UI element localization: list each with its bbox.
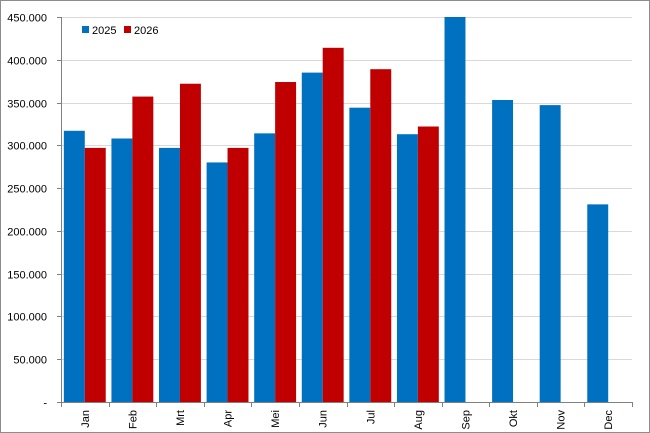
bar-2026-aug [417, 126, 439, 402]
bar-2025-sep [444, 17, 466, 402]
x-tick-label: Jun [318, 410, 330, 428]
bar-2025-nov [539, 105, 561, 403]
bar-2025-dec [587, 204, 609, 402]
bar-2025-mei [254, 133, 276, 403]
legend: 2025 2026 [82, 25, 158, 37]
bars [63, 17, 609, 403]
bar-2025-jun [301, 72, 323, 403]
y-tick-label: 300.000 [7, 141, 47, 153]
bar-2025-aug [396, 134, 418, 402]
y-tick-label: 350.000 [7, 99, 47, 111]
bar-2026-mei [275, 82, 297, 403]
x-tick-label: Feb [127, 410, 139, 429]
x-tick-label: Apr [223, 410, 235, 427]
x-tick-label: Aug [413, 410, 425, 430]
y-axis-ticks: - 50.000 100.000 150.000 200.000 250.000 300.0… [7, 13, 61, 410]
legend-label-2026: 2026 [134, 25, 158, 37]
y-tick-label: 400.000 [7, 56, 47, 68]
x-axis-ticks: Jan Feb Mrt Apr Mei Jun Jul Aug Sep Okt Nov Dec [61, 402, 633, 430]
bar-2025-mrt [159, 147, 180, 402]
x-tick-label: Sep [461, 410, 473, 430]
bar-2025-jan [63, 130, 85, 403]
bar-2026-mrt [179, 83, 201, 402]
legend-swatch-2026 [124, 26, 131, 33]
x-tick-label: Nov [556, 410, 568, 430]
bar-2025-feb [111, 138, 133, 403]
y-tick-label: 100.000 [7, 312, 47, 324]
x-tick-label: Dec [603, 410, 615, 430]
bar-2026-jun [322, 47, 344, 403]
x-tick-label: Okt [508, 410, 520, 427]
bar-2025-okt [492, 99, 514, 403]
y-tick-label: 250.000 [7, 184, 47, 196]
legend-label-2025: 2025 [92, 25, 116, 37]
bar-2026-apr [227, 147, 249, 402]
y-tick-label: 150.000 [7, 270, 47, 282]
bar-2026-jul [370, 69, 392, 402]
y-tick-label: 200.000 [7, 227, 47, 239]
x-tick-label: Mrt [175, 410, 187, 426]
bar-2026-feb [132, 96, 154, 402]
x-tick-label: Jul [365, 410, 377, 424]
x-tick-label: Mei [270, 410, 282, 428]
y-tick-label: 50.000 [13, 355, 47, 367]
x-tick-label: Jan [80, 410, 92, 428]
legend-swatch-2025 [82, 26, 89, 33]
bar-2025-jul [349, 107, 371, 402]
bar-2026-jan [84, 147, 106, 402]
y-tick-label: - [43, 398, 47, 410]
gridlines [61, 17, 632, 360]
bar-2025-apr [206, 162, 228, 402]
y-tick-label: 450.000 [7, 13, 47, 25]
